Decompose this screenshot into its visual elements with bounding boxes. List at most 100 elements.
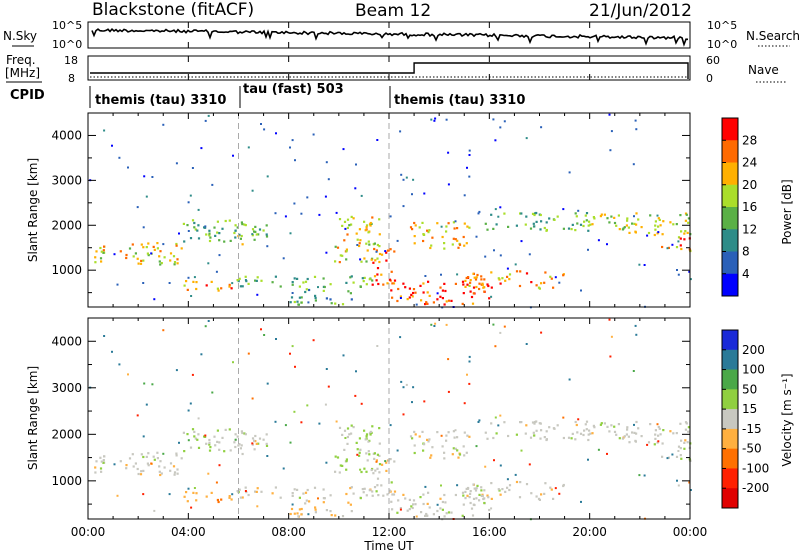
velocity-yaxis: 1000 2000 3000 4000 — [51, 334, 690, 505]
velocity-cell — [304, 502, 307, 505]
velocity-cbar-tick-label-3: 15 — [742, 402, 757, 416]
power-cell — [495, 223, 498, 226]
power-cell — [204, 225, 207, 228]
velocity-cell — [415, 515, 418, 518]
velocity-cell — [626, 426, 629, 429]
power-cell — [461, 280, 465, 283]
velocity-cell — [324, 403, 327, 406]
power-cell — [378, 233, 381, 236]
velocity-cell — [352, 492, 355, 495]
power-cell — [306, 277, 309, 281]
power-cell — [600, 213, 603, 216]
power-ylabel: Slant Range [km] — [26, 158, 40, 262]
power-cell — [447, 299, 451, 302]
power-cell — [390, 289, 393, 292]
velocity-cell — [346, 435, 349, 439]
velocity-cell — [647, 441, 651, 444]
power-cell — [293, 277, 296, 280]
power-cell — [153, 248, 156, 251]
power-cell — [483, 278, 486, 281]
power-cell — [637, 218, 640, 221]
velocity-cell — [418, 435, 421, 438]
velocity-cell — [503, 325, 506, 328]
velocity-cell — [487, 496, 490, 499]
velocity-cell — [376, 484, 379, 487]
velocity-cell — [543, 436, 546, 439]
velocity-cell — [582, 433, 585, 437]
velocity-cell — [191, 373, 194, 376]
power-cell — [350, 298, 353, 301]
power-cell — [247, 282, 250, 285]
power-cell — [128, 247, 132, 250]
power-cell — [378, 245, 381, 248]
velocity-cell — [381, 463, 384, 466]
power-cell — [208, 232, 211, 235]
velocity-cell — [480, 486, 483, 489]
power-cell — [432, 301, 435, 304]
velocity-cell — [576, 431, 579, 434]
power-cell — [266, 175, 269, 178]
velocity-cell — [145, 403, 148, 406]
power-cell — [579, 223, 583, 226]
velocity-cell — [392, 493, 396, 496]
power-cell — [216, 220, 219, 223]
velocity-cell — [209, 446, 212, 449]
velocity-cell — [186, 433, 189, 436]
velocity-cell — [662, 429, 665, 432]
power-cell — [483, 290, 486, 293]
power-cell — [408, 287, 411, 290]
power-cell — [373, 275, 377, 278]
velocity-cell — [275, 338, 277, 340]
velocity-cell — [424, 485, 427, 488]
freq-label-1: Freq. — [6, 53, 36, 67]
velocity-cell — [405, 383, 408, 386]
power-cell — [156, 247, 159, 250]
power-cell — [529, 227, 533, 230]
power-cell — [413, 235, 416, 238]
velocity-cell — [193, 435, 196, 438]
power-cell — [643, 264, 646, 266]
power-cell — [156, 242, 159, 245]
power-cell — [365, 224, 369, 227]
velocity-cell — [490, 482, 493, 485]
power-cell — [245, 280, 248, 283]
velocity-cell — [499, 331, 502, 334]
power-cell — [356, 238, 359, 241]
velocity-cell — [494, 345, 497, 348]
power-cell — [291, 283, 294, 286]
power-cell — [464, 285, 467, 288]
power-cbar-label: Power [dB] — [780, 179, 794, 244]
velocity-cell — [265, 442, 268, 445]
velocity-cell — [412, 503, 415, 506]
velocity-cell — [593, 426, 596, 429]
power-cell — [477, 212, 480, 215]
power-cell — [419, 284, 422, 287]
velocity-cell — [373, 486, 377, 489]
velocity-cell — [399, 507, 402, 510]
power-cell — [486, 228, 489, 231]
velocity-cell — [207, 472, 210, 475]
power-cell — [534, 212, 537, 215]
power-cell — [482, 286, 485, 289]
power-cell — [298, 285, 301, 288]
velocity-cell — [680, 457, 683, 460]
power-cell — [253, 238, 256, 241]
power-cell — [218, 239, 221, 242]
velocity-cell — [389, 458, 392, 461]
power-cell — [582, 224, 585, 228]
power-cell — [646, 234, 649, 237]
power-cell — [366, 249, 369, 252]
power-cell — [256, 276, 259, 279]
power-cell — [343, 239, 346, 242]
power-cell — [304, 290, 307, 294]
velocity-cell — [452, 430, 455, 433]
velocity-cell — [472, 497, 476, 500]
velocity-cell — [507, 434, 510, 438]
velocity-cell — [231, 493, 234, 496]
station-title: Blackstone (fitACF) — [92, 0, 254, 20]
power-cell — [376, 273, 379, 276]
power-cell — [175, 162, 178, 165]
velocity-cell — [132, 465, 135, 468]
velocity-cbar-swatch-2 — [722, 369, 738, 390]
power-cell — [515, 270, 519, 273]
